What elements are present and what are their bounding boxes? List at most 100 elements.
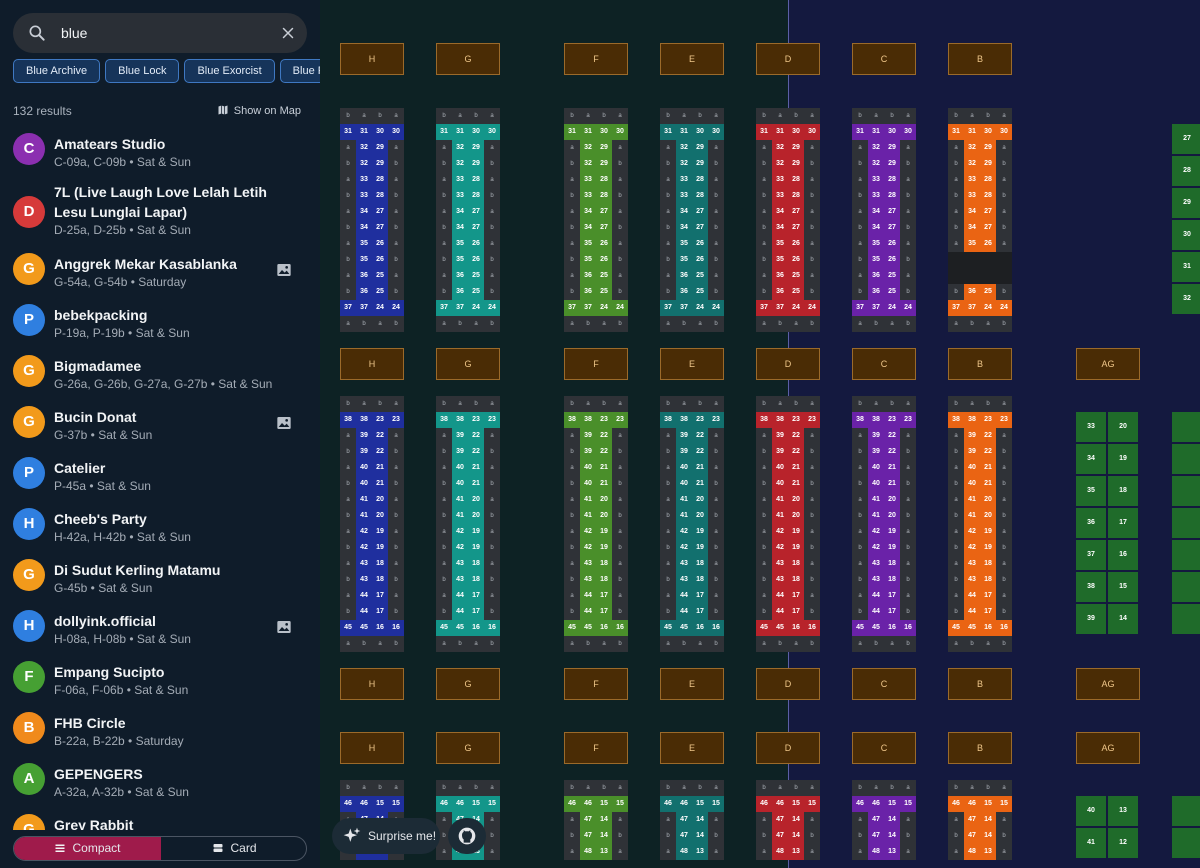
seat-marker[interactable]: b <box>564 284 580 300</box>
seat-marker[interactable]: a <box>980 636 996 652</box>
booth-cell[interactable]: 22 <box>468 444 484 460</box>
booth-cell[interactable]: 23 <box>468 412 484 428</box>
seat-marker[interactable]: a <box>996 844 1012 860</box>
booth-cell[interactable]: 43 <box>356 572 372 588</box>
seat-marker[interactable]: b <box>852 156 868 172</box>
booth-cell[interactable]: 42 <box>452 540 468 556</box>
seat-marker[interactable]: b <box>868 316 884 332</box>
booth-cell[interactable]: 15 <box>788 796 804 812</box>
seat-marker[interactable]: a <box>676 780 692 796</box>
booth-cell[interactable]: 33 <box>676 172 692 188</box>
booth-cell[interactable]: 46 <box>948 796 964 812</box>
booth-cell[interactable]: 20 <box>372 508 388 524</box>
seat-marker[interactable]: a <box>484 780 500 796</box>
booth-cell[interactable]: 35 <box>964 236 980 252</box>
booth-cell[interactable]: 42 <box>964 524 980 540</box>
seat-marker[interactable]: a <box>340 236 356 252</box>
booth-cell[interactable]: 42 <box>676 540 692 556</box>
seat-marker[interactable]: a <box>708 524 724 540</box>
booth-cell[interactable]: 40 <box>772 460 788 476</box>
seat-marker[interactable]: a <box>708 588 724 604</box>
result-item[interactable]: B FHB Circle B-22a, B-22b • Saturday <box>0 707 320 755</box>
booth-cell[interactable]: 21 <box>596 476 612 492</box>
seat-marker[interactable]: b <box>388 572 404 588</box>
seat-marker[interactable]: a <box>612 204 628 220</box>
booth-cell[interactable]: 28 <box>596 172 612 188</box>
booth-cell[interactable]: 35 <box>868 236 884 252</box>
seat-marker[interactable]: a <box>436 492 452 508</box>
booth-cell[interactable]: 45 <box>356 620 372 636</box>
seat-marker[interactable]: b <box>996 540 1012 556</box>
booth-cell[interactable]: 44 <box>580 604 596 620</box>
seat-marker[interactable]: a <box>564 492 580 508</box>
booth-cell[interactable]: 31 <box>756 124 772 140</box>
seat-marker[interactable]: a <box>964 780 980 796</box>
seat-marker[interactable]: b <box>580 316 596 332</box>
seat-marker[interactable]: a <box>772 108 788 124</box>
booth-cell[interactable]: 39 <box>356 428 372 444</box>
booth-cell[interactable]: 18 <box>692 556 708 572</box>
booth-cell[interactable]: 17 <box>692 604 708 620</box>
booth-cell[interactable]: 34 <box>676 204 692 220</box>
seat-marker[interactable]: a <box>388 172 404 188</box>
booth-cell[interactable]: 46 <box>660 796 676 812</box>
seat-marker[interactable]: a <box>564 428 580 444</box>
seat-marker[interactable]: b <box>756 444 772 460</box>
section-label[interactable]: G <box>436 348 500 380</box>
seat-marker[interactable]: a <box>436 844 452 860</box>
section-label[interactable]: C <box>852 732 916 764</box>
seat-marker[interactable]: b <box>484 476 500 492</box>
booth-cell[interactable]: 29 <box>788 140 804 156</box>
seat-marker[interactable]: b <box>612 188 628 204</box>
seat-marker[interactable]: b <box>948 828 964 844</box>
seat-marker[interactable]: b <box>948 476 964 492</box>
booth-cell[interactable]: 42 <box>452 524 468 540</box>
booth-cell[interactable]: 37 <box>340 300 356 316</box>
booth-cell[interactable]: 35 <box>452 252 468 268</box>
booth-cell[interactable]: 44 <box>676 588 692 604</box>
booth-cell[interactable]: 25 <box>596 284 612 300</box>
seat-marker[interactable]: b <box>804 540 820 556</box>
seat-marker[interactable]: a <box>692 316 708 332</box>
booth-cell[interactable]: 20 <box>692 508 708 524</box>
seat-marker[interactable]: b <box>900 156 916 172</box>
seat-marker[interactable]: b <box>900 604 916 620</box>
booth-cell[interactable]: 24 <box>900 300 916 316</box>
booth-cell[interactable]: 28 <box>884 172 900 188</box>
booth-cell[interactable]: 20 <box>468 508 484 524</box>
seat-marker[interactable]: b <box>388 636 404 652</box>
result-item[interactable]: D 7L (Live Laugh Love Lelah Letih Lesu Lu… <box>0 176 320 244</box>
seat-marker[interactable]: b <box>788 396 804 412</box>
seat-marker[interactable]: a <box>564 524 580 540</box>
booth-cell[interactable]: 38 <box>340 412 356 428</box>
booth-cell[interactable]: 43 <box>676 556 692 572</box>
booth-cell[interactable]: 33 <box>772 172 788 188</box>
booth-cell[interactable]: 43 <box>964 572 980 588</box>
booth-cell[interactable]: 41 <box>580 508 596 524</box>
section-label[interactable]: E <box>660 43 724 75</box>
card-view-tab[interactable]: Card <box>161 837 306 860</box>
seat-marker[interactable]: b <box>900 188 916 204</box>
booth-cell[interactable]: 40 <box>580 460 596 476</box>
seat-marker[interactable]: a <box>484 428 500 444</box>
seat-marker[interactable]: a <box>388 236 404 252</box>
seat-marker[interactable]: a <box>964 108 980 124</box>
seat-marker[interactable]: a <box>612 556 628 572</box>
seat-marker[interactable]: a <box>852 844 868 860</box>
booth-cell[interactable]: 30 <box>900 124 916 140</box>
seat-marker[interactable]: a <box>436 268 452 284</box>
booth-cell[interactable]: 12 <box>1108 828 1138 858</box>
booth-cell[interactable]: 21 <box>980 460 996 476</box>
seat-marker[interactable]: a <box>692 636 708 652</box>
seat-marker[interactable]: a <box>564 140 580 156</box>
seat-marker[interactable]: b <box>948 604 964 620</box>
seat-marker[interactable]: b <box>388 252 404 268</box>
booth-cell[interactable]: 27 <box>692 204 708 220</box>
section-label[interactable]: E <box>660 668 724 700</box>
booth-cell[interactable]: 20 <box>980 508 996 524</box>
booth-cell[interactable]: 37 <box>436 300 452 316</box>
seat-marker[interactable]: a <box>804 588 820 604</box>
booth-cell[interactable]: 28 <box>980 172 996 188</box>
booth-cell[interactable]: 30 <box>692 124 708 140</box>
booth-cell[interactable]: 41 <box>772 492 788 508</box>
